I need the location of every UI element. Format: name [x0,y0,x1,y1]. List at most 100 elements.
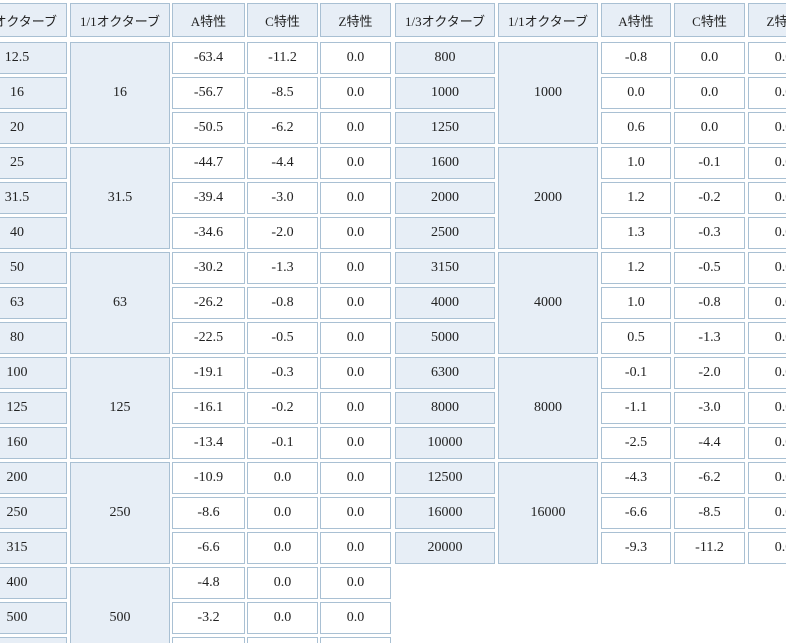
a-weight-cell: -3.2 [172,602,245,634]
third-octave-cell: 2500 [395,217,495,249]
third-octave-cell [0,637,67,643]
z-weight-cell: 0.0 [748,42,786,74]
z-weight-cell: 0.0 [748,392,786,424]
c-weight-cell [247,637,318,643]
c-weight-cell: 0.0 [247,567,318,599]
z-weight-cell: 0.0 [320,427,391,459]
third-octave-cell: 5000 [395,322,495,354]
third-octave-cell: 50 [0,252,67,284]
third-octave-cell: 1250 [395,112,495,144]
third-octave-cell: 12500 [395,462,495,494]
c-weight-cell: -0.2 [247,392,318,424]
c-weight-cell: -6.2 [247,112,318,144]
z-weight-cell: 0.0 [320,182,391,214]
third-octave-cell: 160 [0,427,67,459]
a-weight-cell: -6.6 [172,532,245,564]
third-octave-cell: 2000 [395,182,495,214]
third-octave-cell: 400 [0,567,67,599]
z-weight-cell: 0.0 [320,462,391,494]
z-weight-cell: 0.0 [748,252,786,284]
a-weight-cell: -9.3 [601,532,671,564]
z-weight-cell: 0.0 [748,112,786,144]
third-octave-cell: 6300 [395,357,495,389]
header-cell: 1/1オクターブ [70,3,170,37]
c-weight-cell: -2.0 [674,357,745,389]
third-octave-cell: 20000 [395,532,495,564]
z-weight-cell: 0.0 [748,147,786,179]
c-weight-cell: -11.2 [674,532,745,564]
octave-cell: 16000 [498,462,598,564]
a-weight-cell: 0.6 [601,112,671,144]
c-weight-cell: -4.4 [674,427,745,459]
z-weight-cell: 0.0 [748,462,786,494]
octave-cell: 1000 [498,42,598,144]
a-weight-cell: -1.1 [601,392,671,424]
a-weight-cell: 0.0 [601,77,671,109]
third-octave-cell: 8000 [395,392,495,424]
c-weight-cell: -2.0 [247,217,318,249]
a-weight-cell: -4.8 [172,567,245,599]
c-weight-cell: -0.5 [674,252,745,284]
a-weight-cell: -63.4 [172,42,245,74]
header-cell: Z特性 [748,3,786,37]
a-weight-cell: -2.5 [601,427,671,459]
header-cell: 1/3オクターブ [395,3,495,37]
z-weight-cell: 0.0 [320,287,391,319]
a-weight-cell: -4.3 [601,462,671,494]
a-weight-cell: -10.9 [172,462,245,494]
z-weight-cell: 0.0 [320,602,391,634]
z-weight-cell: 0.0 [748,497,786,529]
c-weight-cell: -0.2 [674,182,745,214]
third-octave-cell: 500 [0,602,67,634]
octave-cell: 63 [70,252,170,354]
a-weight-cell: -22.5 [172,322,245,354]
a-weight-cell: -0.1 [601,357,671,389]
third-octave-cell: 200 [0,462,67,494]
c-weight-cell: 0.0 [674,112,745,144]
third-octave-cell: 125 [0,392,67,424]
third-octave-cell: 250 [0,497,67,529]
c-weight-cell: -8.5 [674,497,745,529]
third-octave-cell: 25 [0,147,67,179]
third-octave-cell: 3150 [395,252,495,284]
z-weight-cell: 0.0 [320,112,391,144]
a-weight-cell: -16.1 [172,392,245,424]
z-weight-cell: 0.0 [320,322,391,354]
third-octave-cell: 10000 [395,427,495,459]
a-weight-cell: -19.1 [172,357,245,389]
c-weight-cell: 0.0 [247,532,318,564]
z-weight-cell: 0.0 [320,42,391,74]
z-weight-cell: 0.0 [320,77,391,109]
header-cell: 1/3オクターブ [0,3,67,37]
z-weight-cell: 0.0 [320,252,391,284]
header-cell: A特性 [601,3,671,37]
c-weight-cell: 0.0 [247,462,318,494]
a-weight-cell: -13.4 [172,427,245,459]
z-weight-cell: 0.0 [320,147,391,179]
a-weight-cell [172,637,245,643]
header-cell: C特性 [674,3,745,37]
c-weight-cell: -11.2 [247,42,318,74]
c-weight-cell: -0.1 [247,427,318,459]
third-octave-cell: 16000 [395,497,495,529]
a-weight-cell: 1.0 [601,287,671,319]
third-octave-cell: 63 [0,287,67,319]
z-weight-cell: 0.0 [748,532,786,564]
z-weight-cell: 0.0 [748,322,786,354]
c-weight-cell: -0.5 [247,322,318,354]
third-octave-cell: 1000 [395,77,495,109]
z-weight-cell: 0.0 [320,357,391,389]
third-octave-cell: 100 [0,357,67,389]
third-octave-cell: 80 [0,322,67,354]
a-weight-cell: -26.2 [172,287,245,319]
third-octave-cell: 40 [0,217,67,249]
a-weight-cell: -50.5 [172,112,245,144]
header-cell: C特性 [247,3,318,37]
c-weight-cell: -0.1 [674,147,745,179]
z-weight-cell: 0.0 [748,182,786,214]
c-weight-cell: -4.4 [247,147,318,179]
c-weight-cell: -3.0 [247,182,318,214]
z-weight-cell [320,637,391,643]
a-weight-cell: -34.6 [172,217,245,249]
